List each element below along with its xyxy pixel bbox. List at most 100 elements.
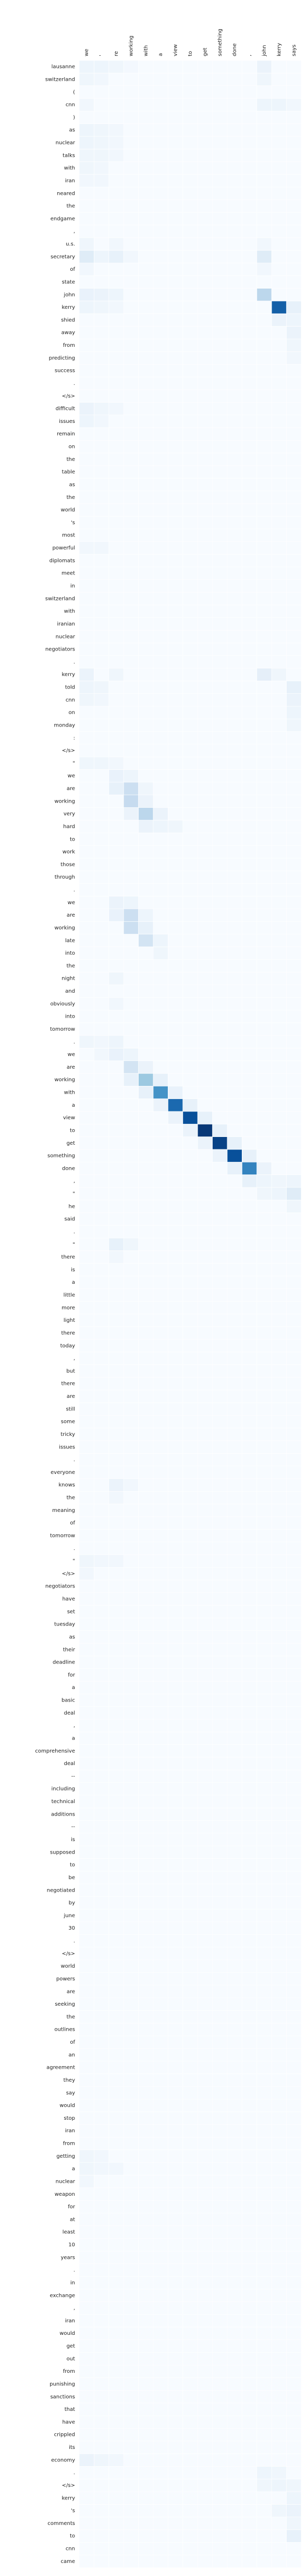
heatmap-cell [286, 681, 301, 694]
heatmap-cell [94, 757, 109, 770]
heatmap-cell [94, 541, 109, 555]
heatmap-cell [108, 123, 124, 136]
y-tick-label: negotiated [47, 1887, 75, 1893]
y-tick-label: a [72, 2166, 75, 2172]
y-tick-label: . [73, 659, 75, 665]
heatmap-cell [272, 2504, 287, 2517]
heatmap-cell [286, 98, 301, 111]
y-tick-label: " [72, 1558, 75, 1564]
y-tick-label: the [67, 1495, 75, 1501]
y-tick-label: light [64, 1318, 75, 1323]
y-tick-label: be [69, 1875, 76, 1881]
y-tick-label: tomorrow [50, 1027, 75, 1032]
y-tick-label: deadline [53, 1660, 75, 1666]
heatmap-cell [242, 1149, 257, 1162]
y-tick-label: he [69, 1204, 76, 1209]
y-tick-label: have [62, 1596, 75, 1602]
heatmap-cell [108, 1251, 124, 1264]
heatmap-cell [79, 541, 94, 555]
heatmap-cell [198, 1136, 213, 1149]
heatmap-cell [256, 2479, 272, 2492]
heatmap-cell [138, 1086, 153, 1099]
heatmap-cell [108, 2454, 124, 2467]
heatmap-cell [138, 921, 153, 934]
heatmap-cell [138, 782, 153, 795]
y-tick-label: switzerland [45, 596, 75, 602]
y-tick-label: monday [54, 722, 75, 728]
y-tick-label: a [72, 1280, 75, 1285]
y-tick-label: something [47, 1153, 75, 1159]
y-tick-label: with [64, 1090, 75, 1096]
heatmap-cell [108, 769, 124, 782]
x-tick-label: says [291, 45, 297, 56]
heatmap-cell [79, 1035, 94, 1048]
heatmap-cell [138, 795, 153, 808]
y-tick-label: economy [51, 2457, 75, 2463]
heatmap-cell [94, 149, 109, 162]
y-tick-label: talks [63, 153, 75, 158]
heatmap-cell [79, 250, 94, 264]
x-tick-label: , [247, 55, 253, 56]
y-tick-label: deal [64, 1710, 75, 1716]
heatmap-cell [153, 1086, 168, 1099]
heatmap-cell [79, 288, 94, 301]
heatmap-cell [124, 250, 139, 264]
y-tick-label: are [67, 1065, 75, 1070]
heatmap-cell [124, 60, 139, 73]
y-tick-label: neared [57, 191, 75, 196]
y-tick-label: iran [65, 2318, 75, 2324]
y-tick-label: today [60, 1343, 76, 1349]
y-tick-label: crippled [54, 2432, 75, 2438]
y-tick-label: lausanne [52, 64, 75, 70]
heatmap-cell [198, 1111, 213, 1124]
y-tick-label: iran [65, 178, 75, 184]
heatmap-cell [108, 896, 124, 909]
heatmap-cell [94, 1554, 109, 1568]
heatmap-cell [256, 1174, 272, 1187]
y-tick-label: shied [61, 317, 75, 323]
y-tick-label: its [69, 2445, 75, 2450]
heatmap-cell [79, 1554, 94, 1568]
y-tick-label: in [70, 583, 75, 589]
y-tick-label: on [69, 710, 75, 716]
heatmap-cell [79, 415, 94, 428]
y-tick-label: . [73, 1229, 75, 1235]
y-tick-label: nuclear [56, 634, 76, 640]
heatmap-cell [79, 2162, 94, 2175]
heatmap-cell [124, 908, 139, 922]
y-tick-label: there [61, 1330, 75, 1336]
y-tick-label: including [51, 1786, 75, 1792]
heatmap-cell [108, 2162, 124, 2175]
heatmap-cell [108, 402, 124, 415]
heatmap-cell [108, 60, 124, 73]
y-tick-label: john [63, 292, 75, 298]
heatmap-cell [108, 668, 124, 681]
y-tick-label: state [62, 279, 75, 285]
heatmap-cell [138, 807, 153, 820]
x-tick-label: view [173, 44, 179, 56]
y-tick-label: working [54, 925, 75, 931]
y-tick-label: world [60, 1964, 75, 1969]
heatmap-cell [256, 237, 272, 251]
heatmap-cell [94, 681, 109, 694]
heatmap-cell [108, 237, 124, 251]
x-tick-label: ' [99, 55, 105, 56]
heatmap-cell [94, 402, 109, 415]
y-tick-label: predicting [49, 355, 75, 361]
y-tick-label: the [67, 2014, 75, 2020]
y-tick-label: told [65, 685, 75, 691]
heatmap-cell [256, 1162, 272, 1175]
heatmap-cell [286, 314, 301, 327]
y-tick-label: to [70, 1862, 75, 1868]
heatmap-cell [286, 2479, 301, 2492]
y-tick-label: a [72, 1685, 75, 1691]
heatmap-cell [242, 1162, 257, 1175]
y-tick-label: most [62, 533, 75, 539]
y-tick-label: from [63, 2141, 75, 2147]
x-tick-label: done [232, 43, 238, 56]
heatmap-cell [94, 123, 109, 136]
heatmap-cell [286, 2530, 301, 2543]
y-tick-label: working [54, 1077, 75, 1083]
heatmap-cell [227, 1136, 242, 1149]
